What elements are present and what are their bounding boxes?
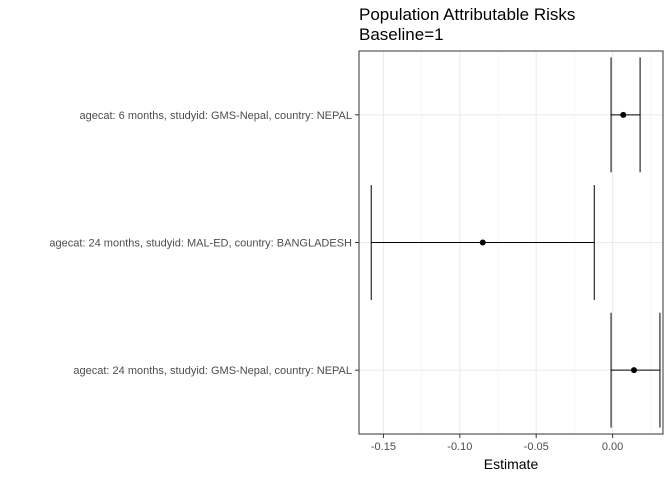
chart-title: Population Attributable Risks	[359, 5, 575, 24]
y-tick-label: agecat: 6 months, studyid: GMS-Nepal, co…	[80, 110, 352, 122]
x-axis: -0.15 -0.10 -0.05 0.00	[371, 434, 623, 453]
x-tick-label: -0.05	[524, 441, 549, 453]
estimate-marks	[370, 57, 661, 428]
estimate-point	[620, 111, 627, 118]
estimate-point	[630, 367, 637, 374]
y-tick-label: agecat: 24 months, studyid: MAL-ED, coun…	[49, 238, 352, 250]
y-tick-label: agecat: 24 months, studyid: GMS-Nepal, c…	[73, 365, 352, 377]
y-axis: agecat: 6 months, studyid: GMS-Nepal, co…	[49, 110, 359, 377]
x-axis-label: Estimate	[484, 456, 539, 472]
x-tick-label: 0.00	[602, 441, 623, 453]
estimate-point	[479, 239, 486, 246]
x-tick-label: -0.15	[371, 441, 396, 453]
x-tick-label: -0.10	[447, 441, 472, 453]
chart-subtitle: Baseline=1	[359, 25, 444, 44]
